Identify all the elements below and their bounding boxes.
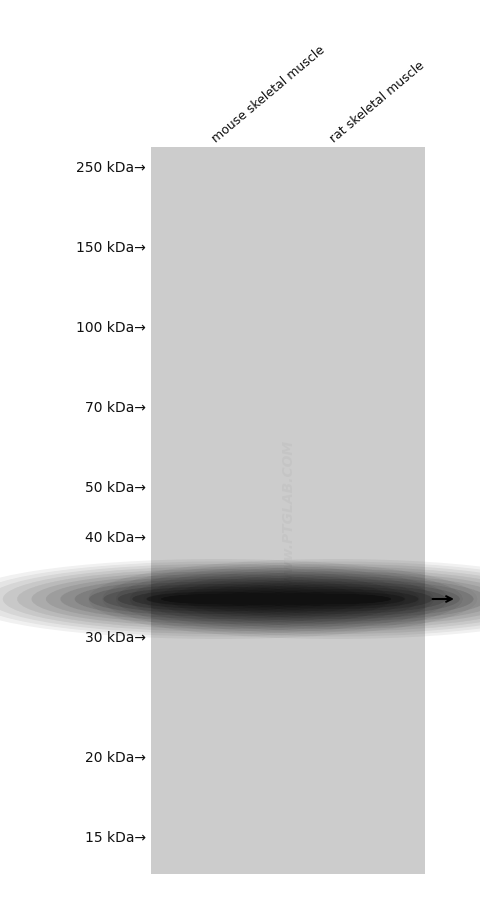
- Ellipse shape: [171, 575, 480, 624]
- Ellipse shape: [118, 587, 319, 612]
- Ellipse shape: [102, 562, 480, 637]
- Ellipse shape: [60, 577, 376, 621]
- Ellipse shape: [144, 569, 480, 630]
- Text: 20 kDa→: 20 kDa→: [85, 750, 146, 764]
- Text: 30 kDa→: 30 kDa→: [85, 630, 146, 644]
- Ellipse shape: [281, 594, 391, 604]
- Ellipse shape: [0, 562, 463, 637]
- Text: 150 kDa→: 150 kDa→: [76, 241, 146, 254]
- Text: 40 kDa→: 40 kDa→: [85, 530, 146, 545]
- Ellipse shape: [161, 594, 276, 604]
- Text: mouse skeletal muscle: mouse skeletal muscle: [210, 43, 328, 145]
- Text: 100 kDa→: 100 kDa→: [76, 320, 146, 335]
- Ellipse shape: [116, 565, 480, 634]
- Ellipse shape: [130, 566, 480, 631]
- Ellipse shape: [267, 592, 405, 607]
- Text: 50 kDa→: 50 kDa→: [85, 481, 146, 494]
- Text: www.PTGLAB.COM: www.PTGLAB.COM: [281, 438, 295, 584]
- Ellipse shape: [226, 584, 446, 614]
- Bar: [151, 148, 425, 874]
- Text: 250 kDa→: 250 kDa→: [76, 161, 146, 175]
- Ellipse shape: [132, 589, 305, 610]
- Ellipse shape: [0, 559, 477, 640]
- Ellipse shape: [17, 569, 420, 630]
- Ellipse shape: [3, 566, 434, 631]
- Ellipse shape: [146, 592, 290, 607]
- Ellipse shape: [75, 579, 362, 620]
- Ellipse shape: [46, 575, 391, 624]
- Ellipse shape: [240, 587, 432, 612]
- Ellipse shape: [212, 582, 460, 617]
- Ellipse shape: [253, 589, 419, 610]
- Ellipse shape: [185, 577, 480, 621]
- Text: 15 kDa→: 15 kDa→: [85, 830, 146, 844]
- Ellipse shape: [0, 565, 448, 634]
- Ellipse shape: [89, 582, 348, 617]
- Ellipse shape: [157, 572, 480, 627]
- Ellipse shape: [88, 559, 480, 640]
- Ellipse shape: [199, 579, 473, 620]
- Ellipse shape: [103, 584, 334, 614]
- Ellipse shape: [32, 572, 405, 627]
- Text: rat skeletal muscle: rat skeletal muscle: [328, 59, 427, 145]
- Text: 70 kDa→: 70 kDa→: [85, 400, 146, 415]
